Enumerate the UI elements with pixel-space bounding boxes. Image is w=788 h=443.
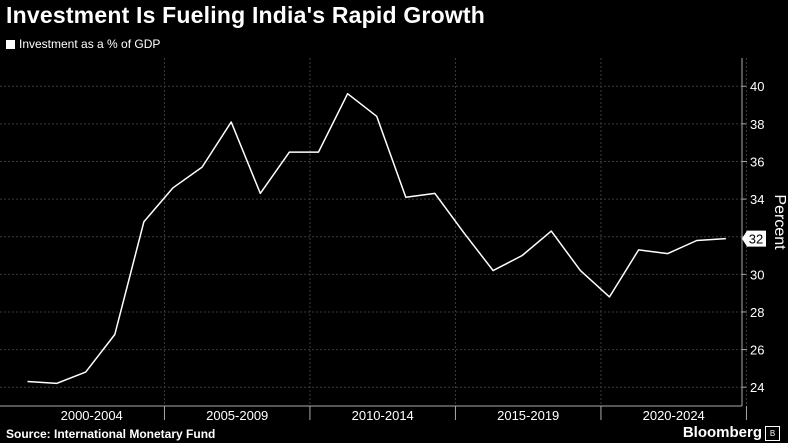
x-tick-label: 2010-2014 bbox=[352, 408, 414, 423]
y-tick-label: 28 bbox=[750, 305, 764, 320]
y-tick-label: 30 bbox=[750, 267, 764, 282]
y-tick-label: 26 bbox=[750, 343, 764, 358]
axes bbox=[0, 58, 743, 407]
y-tick-label: 38 bbox=[750, 117, 764, 132]
chart-title: Investment Is Fueling India's Rapid Grow… bbox=[6, 2, 486, 28]
last-value-tag bbox=[742, 230, 766, 247]
y-tick-label: 36 bbox=[750, 154, 764, 169]
x-axis-labels: 2000-2004 2005-2009 2010-2014 2015-2019 2020… bbox=[61, 408, 705, 423]
chart-legend: Investment as a % of GDP bbox=[6, 37, 160, 51]
y-axis-title: Percent bbox=[771, 194, 788, 250]
legend-swatch bbox=[6, 39, 15, 49]
x-tick-label: 2000-2004 bbox=[61, 408, 123, 423]
x-tick-label: 2020-2024 bbox=[643, 408, 705, 423]
y-tick-label: 34 bbox=[750, 192, 764, 207]
series-line-investment bbox=[27, 92, 726, 385]
bloomberg-logo-icon: B bbox=[765, 426, 780, 441]
x-tick-label: 2005-2009 bbox=[206, 408, 268, 423]
grid-lines bbox=[0, 58, 747, 420]
y-tick-label: 24 bbox=[750, 380, 764, 395]
last-value-text: 32 bbox=[749, 232, 763, 247]
source-note: Source: International Monetary Fund bbox=[6, 427, 216, 441]
brand-name: Bloomberg bbox=[682, 424, 762, 441]
y-tick-label: 40 bbox=[750, 79, 764, 94]
last-value-label: 32 bbox=[742, 230, 766, 247]
x-tick-label: 2015-2019 bbox=[497, 408, 559, 423]
legend-label: Investment as a % of GDP bbox=[19, 37, 161, 51]
